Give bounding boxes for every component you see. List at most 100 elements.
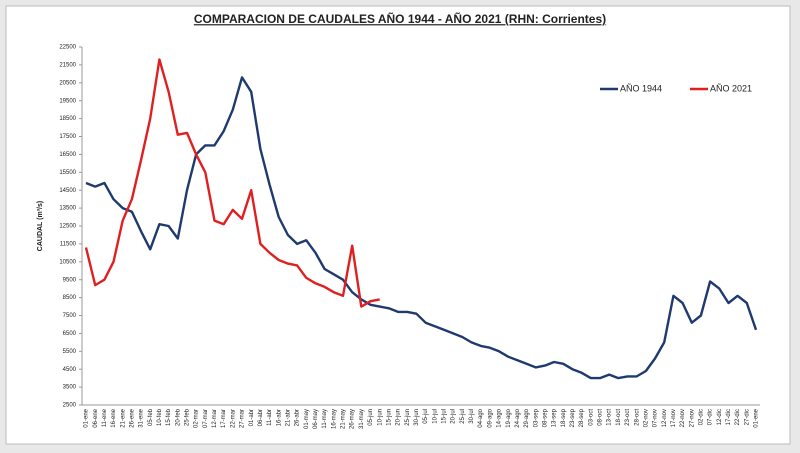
x-tick-label: 05-feb	[148, 408, 154, 426]
x-tick-label: 15-jun	[386, 409, 392, 426]
x-tick-label: 06-abr	[258, 409, 264, 426]
x-tick-label: 25-jul	[460, 409, 466, 424]
x-tick-label: 23-sep	[570, 408, 576, 427]
y-tick-label: 18500	[59, 116, 76, 122]
x-tick-label: 02-mar	[194, 409, 200, 428]
x-tick-label: 07-mar	[203, 409, 209, 428]
y-tick-label: 22500	[59, 45, 76, 51]
x-tick-label: 05-jul	[423, 409, 429, 424]
x-tick-label: 06-may	[313, 409, 319, 429]
x-tick-label: 22-dic	[735, 409, 741, 425]
series-line	[85, 76, 758, 380]
x-tick-label: 25-jun	[405, 409, 411, 426]
y-tick-label: 6500	[63, 331, 77, 337]
x-tick-label: 12-mar	[212, 409, 218, 428]
x-tick-label: 10-jun	[377, 409, 383, 426]
x-tick-label: 01-abr	[249, 409, 255, 426]
x-tick-label: 13-oct	[607, 409, 613, 426]
x-tick-label: 11-abr	[267, 409, 273, 426]
x-tick-label: 21-may	[341, 409, 347, 429]
x-tick-label: 26-abr	[295, 409, 301, 426]
x-tick-label: 09-ago	[487, 408, 493, 427]
x-tick-label: 05-jun	[368, 409, 374, 426]
y-tick-label: 5500	[63, 349, 77, 355]
y-tick-label: 19500	[59, 98, 76, 104]
x-tick-label: 14-ago	[497, 408, 503, 427]
x-tick-label: 24-ago	[515, 408, 521, 427]
x-tick-label: 10-jul	[432, 409, 438, 424]
x-tick-label: 31-may	[359, 409, 365, 429]
x-tick-label: 15-jul	[442, 409, 448, 424]
x-tick-label: 18-oct	[616, 409, 622, 426]
x-tick-label: 08-oct	[598, 409, 604, 426]
x-tick-label: 26-ene	[129, 408, 135, 427]
x-tick-label: 12-nov	[662, 409, 668, 427]
x-tick-label: 22-nov	[680, 409, 686, 427]
x-tick-label: 30-jun	[414, 409, 420, 426]
chart-frame	[5, 5, 791, 445]
x-tick-label: 30-jul	[469, 409, 475, 424]
x-tick-label: 02-dic	[699, 409, 705, 425]
y-tick-label: 8500	[63, 295, 77, 301]
x-tick-label: 23-oct	[625, 409, 631, 426]
x-tick-label: 25-feb	[185, 408, 191, 426]
x-tick-label: 11-ene	[102, 408, 108, 427]
x-tick-label: 16-ene	[111, 408, 117, 427]
y-tick-label: 3500	[63, 385, 77, 391]
x-tick-label: 28-sep	[579, 408, 585, 427]
x-tick-label: 29-ago	[524, 408, 530, 427]
series-line	[84, 58, 380, 308]
x-tick-label: 06-ene	[93, 408, 99, 427]
y-tick-label: 15500	[59, 170, 76, 176]
x-tick-label: 07-nov	[653, 409, 659, 427]
x-tick-label: 21-abr	[285, 409, 291, 426]
x-tick-label: 19-ago	[506, 408, 512, 427]
legend-label: AÑO 1944	[620, 83, 662, 93]
x-tick-label: 26-may	[350, 409, 356, 429]
x-tick-label: 28-oct	[634, 409, 640, 426]
y-tick-label: 12500	[59, 224, 76, 230]
y-tick-label: 16500	[59, 152, 76, 158]
x-tick-label: 20-jul	[451, 409, 457, 424]
y-tick-label: 20500	[59, 80, 76, 86]
x-tick-label: 01-ene	[754, 408, 760, 427]
x-tick-label: 27-mar	[240, 409, 246, 428]
x-tick-label: 16-abr	[276, 409, 282, 426]
x-tick-label: 12-dic	[717, 409, 723, 425]
x-tick-label: 20-jun	[396, 409, 402, 426]
x-tick-label: 03-oct	[588, 409, 594, 426]
x-tick-label: 10-feb	[157, 408, 163, 426]
x-tick-label: 03-sep	[533, 408, 539, 427]
x-tick-label: 17-dic	[726, 409, 732, 425]
x-tick-label: 27-nov	[689, 409, 695, 427]
y-axis-label: CAUDAL (m³/s)	[37, 201, 44, 251]
x-tick-label: 08-sep	[542, 408, 548, 427]
y-tick-label: 7500	[63, 313, 77, 319]
x-tick-label: 16-may	[331, 409, 337, 429]
y-tick-label: 9500	[63, 277, 77, 283]
x-tick-label: 11-may	[322, 409, 328, 429]
x-tick-label: 04-ago	[478, 408, 484, 427]
x-tick-label: 27-dic	[744, 409, 750, 425]
x-tick-label: 22-mar	[230, 409, 236, 428]
y-tick-label: 17500	[59, 134, 76, 140]
y-tick-label: 14500	[59, 188, 76, 194]
x-tick-label: 18-sep	[561, 408, 567, 427]
x-tick-label: 13-sep	[552, 408, 558, 427]
x-tick-label: 01-may	[304, 409, 310, 429]
legend-label: AÑO 2021	[710, 83, 752, 93]
chart-title: COMPARACION DE CAUDALES AÑO 1944 - AÑO 2…	[194, 11, 606, 26]
x-tick-label: 17-nov	[671, 409, 677, 427]
x-tick-label: 02-nov	[643, 409, 649, 427]
y-tick-label: 21500	[59, 62, 76, 68]
x-tick-label: 20-feb	[175, 408, 181, 426]
x-tick-label: 31-ene	[139, 408, 145, 427]
x-tick-label: 17-mar	[221, 409, 227, 428]
y-tick-label: 10500	[59, 259, 76, 265]
x-tick-label: 07-dic	[708, 409, 714, 425]
x-tick-label: 01-ene	[84, 408, 90, 427]
y-tick-label: 2500	[63, 403, 77, 409]
x-tick-label: 15-feb	[166, 408, 172, 426]
